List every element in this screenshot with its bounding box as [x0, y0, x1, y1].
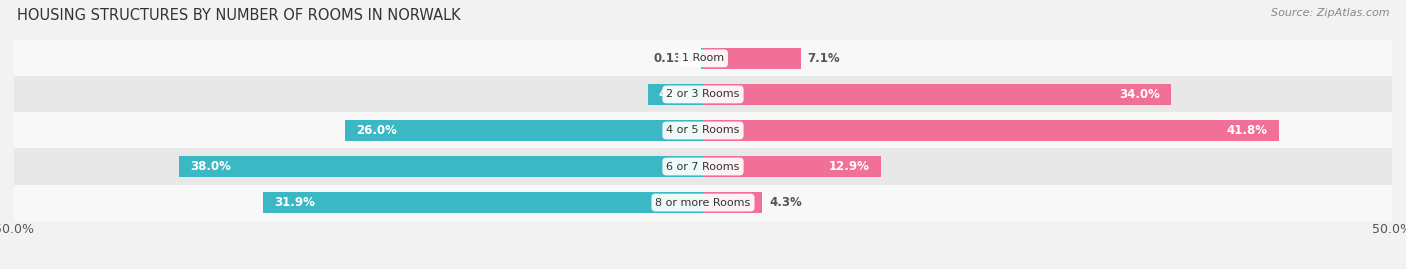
Bar	[344, 120, 703, 141]
Text: 4 or 5 Rooms: 4 or 5 Rooms	[666, 125, 740, 136]
Text: 26.0%: 26.0%	[356, 124, 396, 137]
Bar	[702, 48, 703, 69]
Bar	[14, 185, 1392, 221]
Text: 12.9%: 12.9%	[830, 160, 870, 173]
Bar	[14, 76, 1392, 112]
Bar	[14, 112, 1392, 148]
Bar	[180, 156, 703, 177]
Text: 38.0%: 38.0%	[190, 160, 232, 173]
Text: 7.1%: 7.1%	[807, 52, 841, 65]
Bar	[14, 40, 1392, 76]
Bar	[14, 148, 1392, 185]
Text: 1 Room: 1 Room	[682, 53, 724, 63]
Text: 34.0%: 34.0%	[1119, 88, 1160, 101]
Bar	[703, 84, 1171, 105]
Text: 2 or 3 Rooms: 2 or 3 Rooms	[666, 89, 740, 100]
Text: 6 or 7 Rooms: 6 or 7 Rooms	[666, 161, 740, 172]
Bar	[703, 48, 801, 69]
Bar	[703, 192, 762, 213]
Text: 4.0%: 4.0%	[659, 88, 692, 101]
Text: 0.13%: 0.13%	[654, 52, 695, 65]
Text: HOUSING STRUCTURES BY NUMBER OF ROOMS IN NORWALK: HOUSING STRUCTURES BY NUMBER OF ROOMS IN…	[17, 8, 461, 23]
Bar	[703, 120, 1279, 141]
Text: 31.9%: 31.9%	[274, 196, 315, 209]
Text: 4.3%: 4.3%	[769, 196, 801, 209]
Bar	[703, 156, 880, 177]
Bar	[263, 192, 703, 213]
Text: 8 or more Rooms: 8 or more Rooms	[655, 197, 751, 208]
Text: 41.8%: 41.8%	[1227, 124, 1268, 137]
Text: Source: ZipAtlas.com: Source: ZipAtlas.com	[1271, 8, 1389, 18]
Bar	[648, 84, 703, 105]
